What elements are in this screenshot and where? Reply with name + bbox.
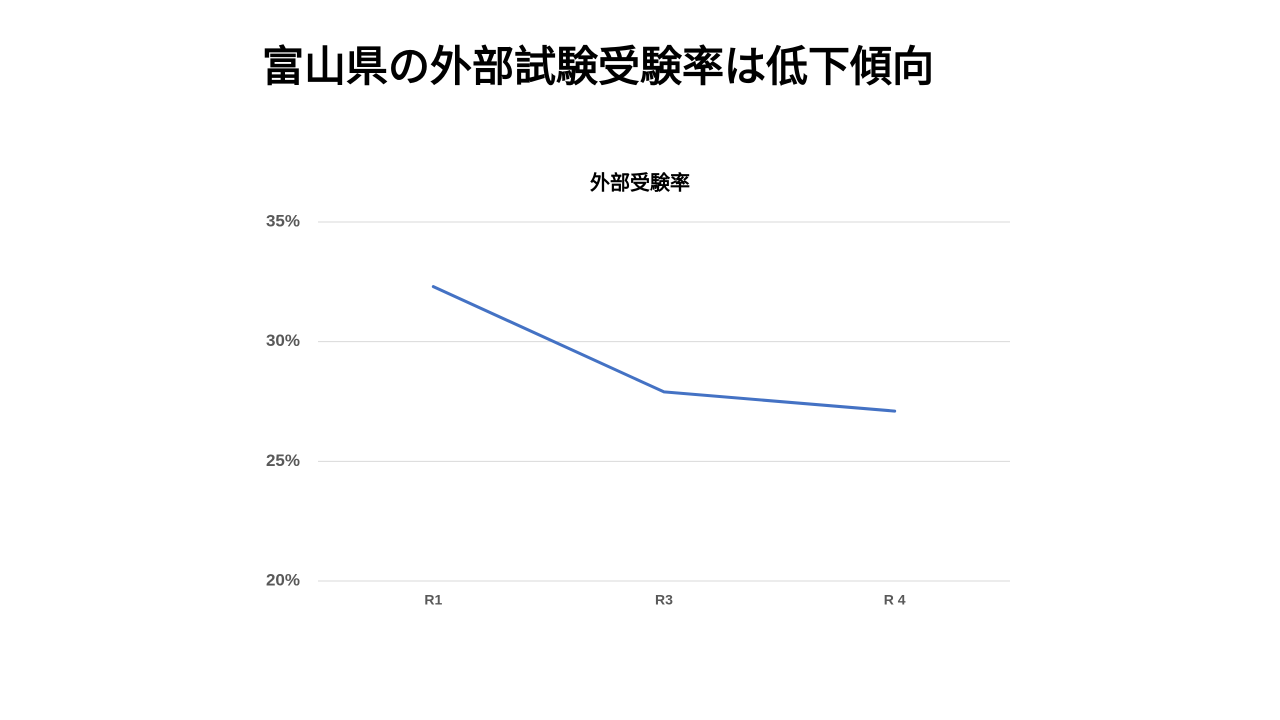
y-tick-label: 30%	[266, 331, 300, 350]
y-tick-label: 35%	[266, 211, 300, 230]
x-tick-label: R3	[655, 592, 673, 608]
y-tick-label: 20%	[266, 570, 300, 589]
data-line	[431, 285, 897, 413]
slide-title: 富山県の外部試験受験率は低下傾向	[262, 43, 934, 90]
y-tick-label: 25%	[266, 451, 300, 470]
x-tick-label: R1	[424, 592, 442, 608]
x-tick-label: R 4	[884, 592, 906, 608]
chart-title: 外部受験率	[590, 170, 690, 194]
